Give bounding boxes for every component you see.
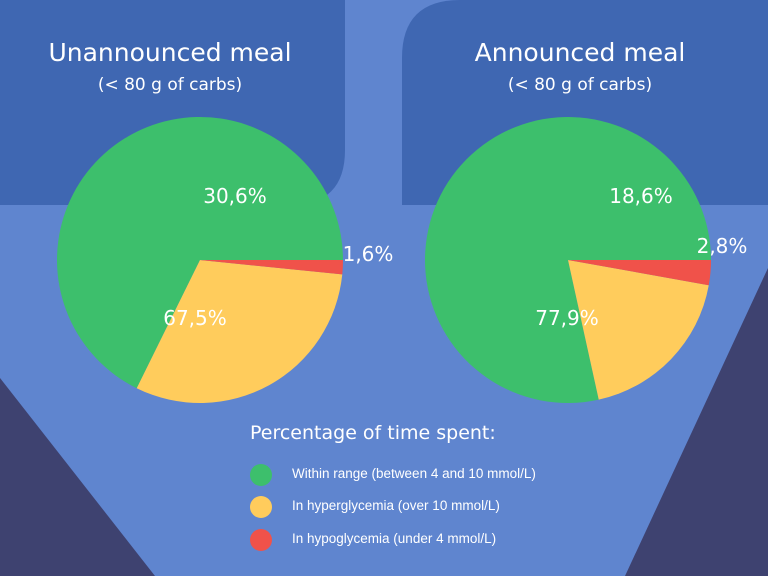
pie-slice-label: 30,6% [203, 184, 267, 208]
legend-label: In hypoglycemia (under 4 mmol/L) [292, 531, 497, 546]
legend-dot-yellow [250, 496, 272, 518]
legend-dot-red [250, 529, 272, 551]
legend-title: Percentage of time spent: [250, 422, 496, 444]
bottom-left-dark-shape [0, 378, 155, 576]
pie-slice-label: 18,6% [609, 184, 673, 208]
pie-slice [568, 260, 711, 286]
pie-slice [568, 260, 709, 400]
chart-subtitle-announced: (< 80 g of carbs) [507, 75, 653, 95]
pie-slice-label: 1,6% [343, 242, 394, 266]
legend-label: Within range (between 4 and 10 mmol/L) [292, 466, 536, 481]
chart-title-announced: Announced meal [474, 38, 686, 67]
bottom-right-dark-shape [625, 268, 768, 576]
pie-slice-label: 77,9% [535, 306, 599, 330]
legend-label: In hyperglycemia (over 10 mmol/L) [292, 498, 500, 513]
pie-slice [136, 260, 343, 403]
chart-title-unannounced: Unannounced meal [48, 38, 292, 67]
pie-slice [200, 260, 343, 275]
pie-slice-label: 67,5% [163, 306, 227, 330]
pie-slice-label: 2,8% [697, 234, 748, 258]
pie-slice [424, 117, 711, 404]
pie-slice [56, 117, 343, 389]
chart-subtitle-unannounced: (< 80 g of carbs) [97, 75, 243, 95]
legend-dot-green [250, 464, 272, 486]
